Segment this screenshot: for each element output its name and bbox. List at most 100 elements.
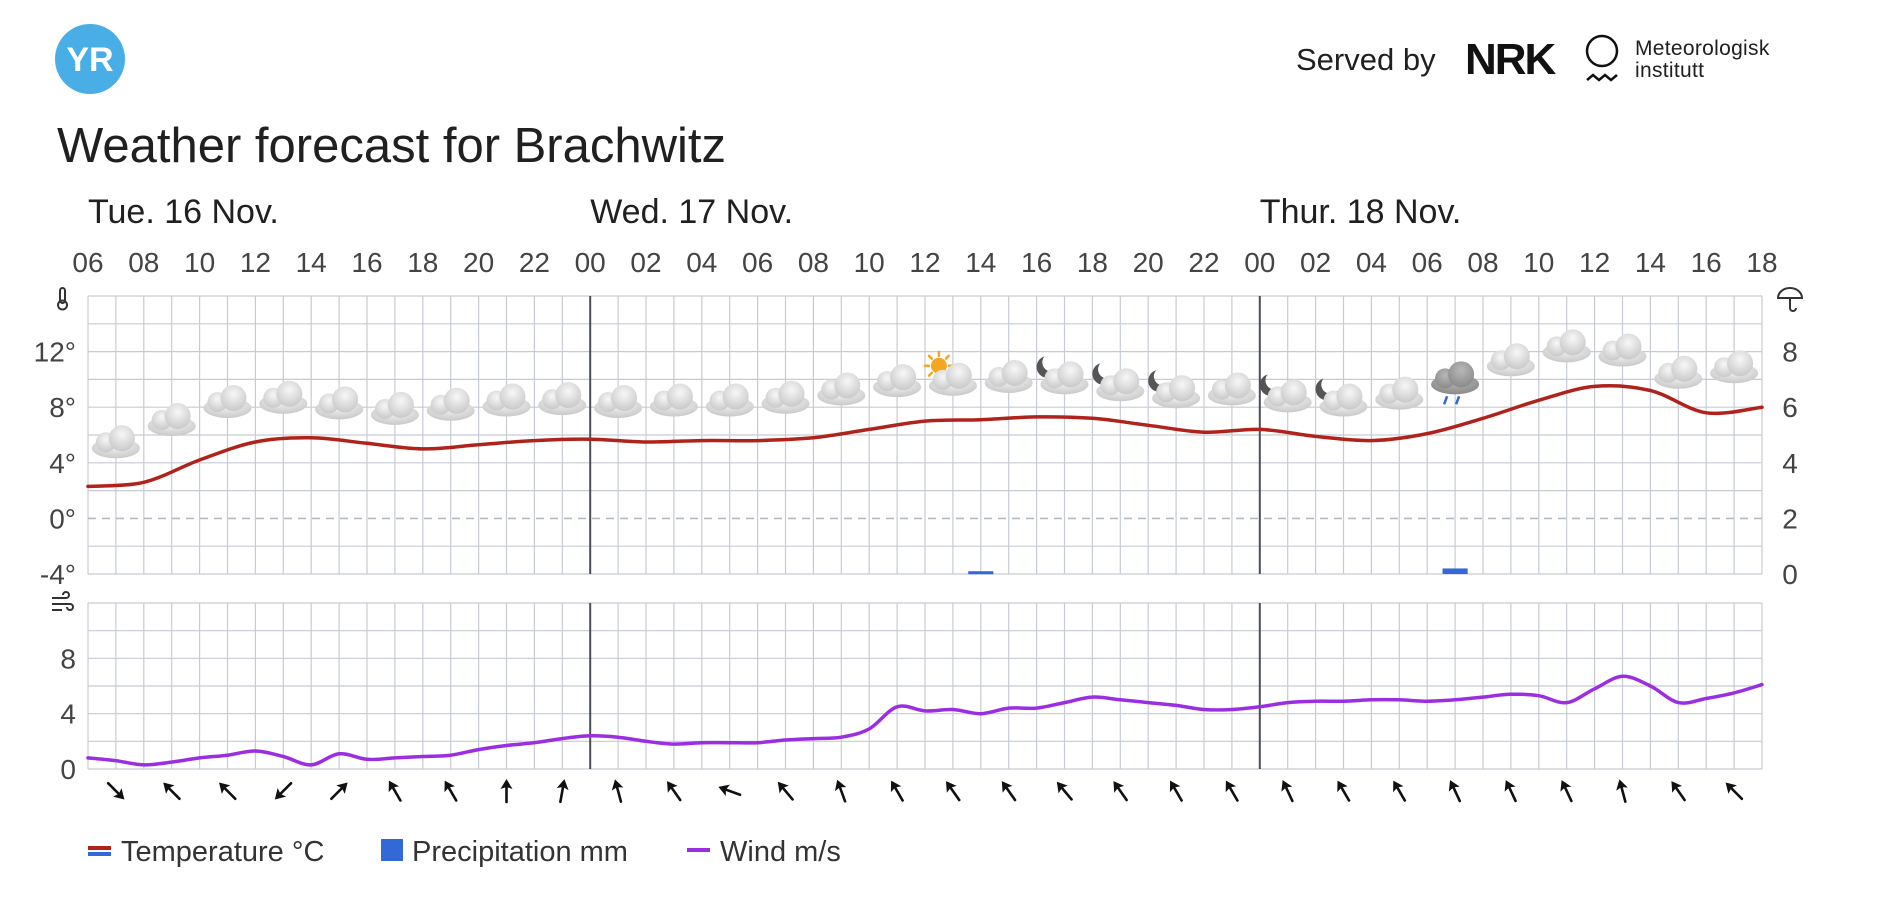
- cloud-icon: [761, 380, 810, 414]
- day-label-1: Wed. 17 Nov.: [590, 193, 794, 231]
- cloudy-night-icon: [1092, 363, 1145, 402]
- yr-logo[interactable]: YR: [55, 24, 125, 94]
- wind-arrow: [444, 780, 458, 802]
- x-tick-label: 20: [1133, 247, 1164, 278]
- cloud-icon: [259, 380, 308, 414]
- wind-arrow-head: [890, 780, 902, 793]
- umbrella-icon: [1776, 287, 1804, 312]
- wind-arrow: [388, 780, 402, 802]
- wind-arrow-head: [1056, 781, 1068, 794]
- cloud-icon: [1542, 329, 1591, 363]
- wind-arrow-head: [1616, 779, 1628, 791]
- cloudy-icon: [426, 387, 475, 421]
- wind-arrow-head: [611, 779, 624, 791]
- yr-logo-circle: [55, 24, 125, 94]
- yr-logo-text: YR: [66, 41, 113, 79]
- wind-arrow-head: [219, 782, 231, 794]
- x-tick-label: 06: [1412, 247, 1443, 278]
- precipitation-bar: [1442, 568, 1468, 574]
- wind-arrow-head: [777, 781, 789, 794]
- cloudy-night-icon: [1148, 370, 1201, 409]
- wind-arrows: [106, 779, 1744, 804]
- legend: Temperature °C Precipitation mm Wind m/s: [88, 836, 841, 868]
- cloudy-icon: [1207, 372, 1256, 406]
- wind-arrow: [163, 782, 181, 801]
- wind-arrow: [500, 779, 513, 804]
- x-tick-label: 22: [1188, 247, 1219, 278]
- x-tick-label: 02: [630, 247, 661, 278]
- x-tick-label: 00: [575, 247, 606, 278]
- cloud-icon: [1375, 376, 1424, 410]
- cloud-icon: [1263, 379, 1312, 413]
- wind-arrow: [1001, 781, 1017, 802]
- wind-arrow-head: [500, 779, 513, 789]
- wind-arrow-head: [1225, 780, 1237, 793]
- cloudy-icon: [91, 425, 140, 459]
- nrk-logo[interactable]: NRK: [1465, 35, 1559, 84]
- legend-wind-label: Wind m/s: [720, 836, 841, 868]
- cloud-icon: [203, 384, 252, 418]
- cloud-icon: [1431, 361, 1480, 395]
- wind-arrow-head: [946, 781, 957, 793]
- legend-temperature-label: Temperature °C: [121, 836, 324, 868]
- cloud-icon: [482, 383, 531, 417]
- wind-arrow-head: [336, 782, 348, 794]
- x-tick-label: 00: [1244, 247, 1275, 278]
- cloud-icon: [984, 359, 1033, 393]
- wind-arrow: [718, 784, 742, 797]
- x-tick-label: 10: [184, 247, 215, 278]
- legend-precipitation-label: Precipitation mm: [412, 836, 628, 868]
- wind-arrow: [1113, 781, 1128, 802]
- x-tick-label: 12: [909, 247, 940, 278]
- met-logo-text[interactable]: Meteorologisk institutt: [1635, 38, 1770, 82]
- wind-arrow: [1448, 780, 1462, 803]
- wind-arrow-head: [1671, 781, 1683, 793]
- met-logo-line1: Meteorologisk: [1635, 37, 1770, 60]
- x-tick-label: 14: [296, 247, 327, 278]
- wind-arrow-head: [444, 780, 455, 793]
- cloud-icon: [817, 372, 866, 406]
- cloudy-icon: [1375, 376, 1424, 410]
- cloudy-icon: [649, 383, 698, 417]
- wind-arrow-head: [113, 788, 125, 800]
- wind-arrow: [1671, 781, 1686, 802]
- dark-cloud-drizzle-icon: [1431, 361, 1480, 405]
- cloud-icon: [594, 384, 643, 418]
- precipitation-tick-label: 2: [1782, 503, 1798, 534]
- x-tick-label: 18: [1077, 247, 1108, 278]
- wind-arrow-head: [1393, 780, 1404, 793]
- temperature-line: [86, 383, 1764, 489]
- wind-line: [86, 674, 1764, 767]
- axes: 06 08 10 12 14 16 18 20 22 00 02 04 06 08 10 12 14 16 18 20…: [34, 247, 1798, 785]
- wind-arrow: [611, 779, 624, 803]
- grid: [87, 295, 1763, 770]
- wind-arrow-head: [834, 779, 847, 792]
- cloud-icon: [1207, 372, 1256, 406]
- wind-arrow: [1560, 780, 1573, 803]
- wind-arrow: [330, 782, 348, 801]
- x-tick-label: 12: [1579, 247, 1610, 278]
- x-tick-label: 14: [965, 247, 996, 278]
- served-by-label: Served by: [1296, 42, 1436, 77]
- x-tick-label: 14: [1635, 247, 1666, 278]
- cloud-icon: [1710, 350, 1759, 384]
- wind-arrow: [1616, 779, 1628, 803]
- x-tick-label: 10: [1523, 247, 1554, 278]
- cloud-icon: [705, 383, 754, 417]
- cloud-icon: [1319, 383, 1368, 417]
- wind-arrow: [1225, 780, 1239, 802]
- day-label-0: Tue. 16 Nov.: [88, 193, 279, 231]
- weather-icons: [91, 329, 1759, 459]
- drizzle-drop: [1442, 395, 1449, 405]
- x-tick-label: 08: [798, 247, 829, 278]
- wind-arrow: [274, 781, 293, 800]
- wind-arrow: [777, 781, 794, 801]
- wind-arrow: [1725, 782, 1744, 801]
- x-tick-label: 22: [519, 247, 550, 278]
- x-tick-label: 06: [742, 247, 773, 278]
- x-tick-label: 08: [128, 247, 159, 278]
- precipitation-tick-label: 6: [1782, 392, 1798, 423]
- day-label-2: Thur. 18 Nov.: [1259, 193, 1462, 231]
- cloud-icon: [1152, 375, 1201, 409]
